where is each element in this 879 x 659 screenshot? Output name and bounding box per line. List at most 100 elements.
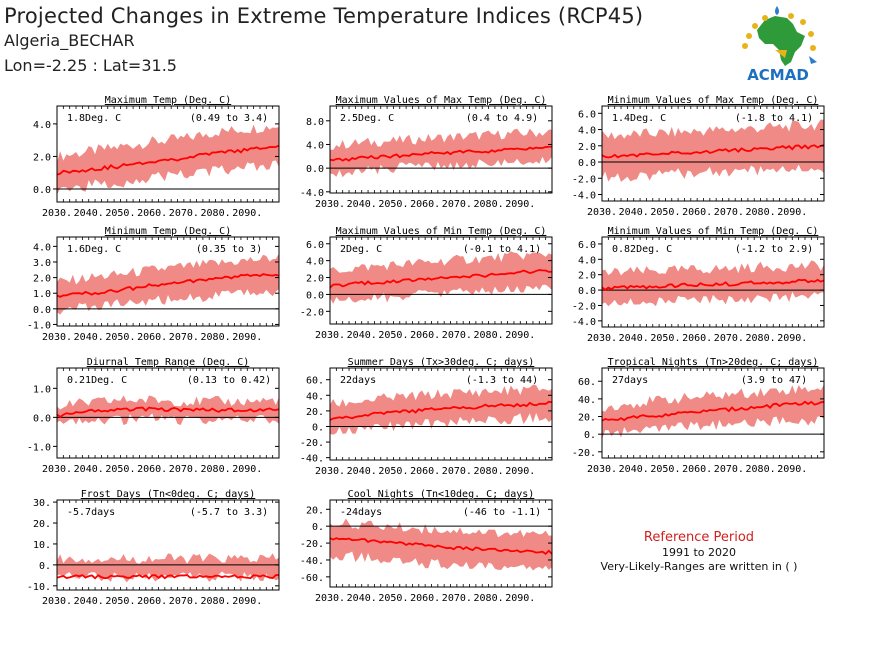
change-value-label: 1.4Deg. C: [612, 113, 666, 124]
x-tick-label: 2070.: [169, 208, 199, 219]
y-tick-label: 6.0: [306, 240, 324, 251]
x-tick-label: 2030.: [587, 207, 617, 218]
chart-title: Maximum Values of Max Temp (Deg. C): [336, 95, 547, 106]
change-value-label: 2.5Deg. C: [340, 113, 394, 124]
chart-panel: 2030. 2040. 2050. 2060. 2070. 2080. 2090. -1.0 0…: [27, 357, 280, 475]
plot-frame: [56, 105, 280, 203]
x-tick-label: 2070.: [442, 199, 472, 210]
x-tick-label: 2040.: [74, 464, 104, 475]
x-tick-label: 2080.: [474, 593, 504, 604]
chart-panel: 2030. 2040. 2050. 2060. 2070. 2080. 2090. -4.0 0…: [300, 95, 553, 210]
y-tick-label: 8.0: [306, 117, 324, 128]
x-tick-label: 2090.: [505, 199, 535, 210]
likely-range-label: (-1.8 to 4.1): [735, 113, 813, 124]
y-tick-label: 4.0: [578, 255, 596, 266]
chart-title: Tropical Nights (Tn>20deg. C; days): [608, 357, 819, 368]
plot-frame: [56, 236, 280, 327]
x-tick-label: 2070.: [442, 330, 472, 341]
x-tick-label: 2050.: [378, 466, 408, 477]
change-value-label: -5.7days: [67, 507, 115, 518]
x-tick-label: 2080.: [201, 208, 231, 219]
likely-range-label: (-0.1 to 4.1): [463, 244, 541, 255]
chart-panel: 2030. 2040. 2050. 2060. 2070. 2080. 2090. -10. 0…: [27, 489, 280, 607]
x-tick-label: 2040.: [74, 332, 104, 343]
likely-range-label: (-46 to -1.1): [463, 507, 541, 518]
x-tick-label: 2030.: [42, 464, 72, 475]
chart-title: Frost Days (Tn<0deg. C; days): [81, 489, 256, 500]
y-tick-label: 0.: [584, 430, 596, 441]
x-tick-label: 2090.: [232, 464, 262, 475]
y-tick-label: 20.: [578, 413, 596, 424]
x-tick-label: 2070.: [169, 596, 199, 607]
chart-panel: 2030. 2040. 2050. 2060. 2070. 2080. 2090. -20. 0…: [572, 357, 825, 475]
y-tick-label: 4.0: [33, 120, 51, 131]
x-tick-label: 2080.: [474, 199, 504, 210]
y-tick-label: 0.: [39, 561, 51, 572]
plot-frame: [601, 105, 825, 202]
y-tick-label: -40.: [300, 556, 324, 567]
chart-title: Maximum Values of Min Temp (Deg. C): [336, 226, 547, 237]
logo-text: ACMAD: [747, 66, 809, 84]
likely-range-band: [57, 553, 279, 583]
likely-range-label: (3.9 to 47): [741, 375, 807, 386]
x-tick-label: 2050.: [650, 333, 680, 344]
x-tick-label: 2050.: [105, 464, 135, 475]
x-tick-label: 2050.: [105, 208, 135, 219]
y-tick-label: 2.0: [578, 142, 596, 153]
x-tick-label: 2060.: [137, 596, 167, 607]
x-tick-label: 2040.: [347, 593, 377, 604]
y-tick-label: 40.: [306, 391, 324, 402]
change-value-label: 1.8Deg. C: [67, 113, 121, 124]
ensemble-mean-line: [56, 574, 280, 580]
y-tick-label: 2.0: [306, 274, 324, 285]
likely-range-band: [602, 119, 824, 182]
plot-frame: [601, 367, 825, 459]
y-tick-label: 0.: [312, 422, 324, 433]
likely-range-label: (-5.7 to 3.3): [190, 507, 268, 518]
chart-title: Summer Days (Tx>30deg. C; days): [348, 357, 535, 368]
x-tick-label: 2090.: [777, 333, 807, 344]
likely-range-label: (0.13 to 0.42): [187, 375, 271, 386]
y-tick-label: -4.0: [572, 317, 596, 328]
ensemble-mean-line: [56, 406, 280, 419]
chart-title: Minimum Temp (Deg. C): [105, 226, 231, 237]
x-tick-label: 2070.: [714, 464, 744, 475]
change-value-label: 0.82Deg. C: [612, 244, 672, 255]
x-tick-label: 2040.: [619, 464, 649, 475]
y-tick-label: 60.: [306, 376, 324, 387]
x-tick-label: 2090.: [232, 596, 262, 607]
likely-range-band: [602, 384, 824, 440]
chart-panel: 2030. 2040. 2050. 2060. 2070. 2080. 2090. -2.0 0…: [300, 226, 553, 341]
x-tick-label: 2050.: [105, 332, 135, 343]
y-tick-label: -1.0: [27, 442, 51, 453]
x-tick-label: 2090.: [505, 330, 535, 341]
x-tick-label: 2040.: [619, 207, 649, 218]
x-tick-label: 2060.: [682, 333, 712, 344]
page-title: Projected Changes in Extreme Temperature…: [4, 4, 644, 28]
ensemble-mean-line: [601, 144, 825, 159]
x-tick-label: 2090.: [505, 466, 535, 477]
y-tick-label: 2.0: [33, 152, 51, 163]
y-tick-label: -4.0: [300, 188, 324, 199]
x-tick-label: 2080.: [201, 464, 231, 475]
x-tick-label: 2050.: [650, 207, 680, 218]
y-tick-label: 6.0: [578, 240, 596, 251]
chart-title: Cool Nights (Tn<10deg. C; days): [348, 489, 535, 500]
x-tick-label: 2080.: [746, 333, 776, 344]
x-tick-label: 2070.: [169, 464, 199, 475]
ensemble-mean-line: [329, 537, 553, 556]
y-tick-label: 20.: [306, 407, 324, 418]
y-tick-label: -2.0: [572, 301, 596, 312]
y-tick-label: -20.: [572, 448, 596, 459]
change-value-label: -24days: [340, 507, 382, 518]
y-tick-label: -60.: [300, 573, 324, 584]
x-tick-label: 2060.: [137, 332, 167, 343]
y-tick-label: 2.0: [33, 274, 51, 285]
x-tick-label: 2060.: [410, 593, 440, 604]
y-tick-label: 0.0: [306, 290, 324, 301]
x-tick-label: 2070.: [169, 332, 199, 343]
ensemble-mean-line: [329, 400, 553, 421]
x-tick-label: 2080.: [746, 207, 776, 218]
likely-range-label: (0.49 to 3.4): [190, 113, 268, 124]
y-tick-label: 0.0: [33, 305, 51, 316]
